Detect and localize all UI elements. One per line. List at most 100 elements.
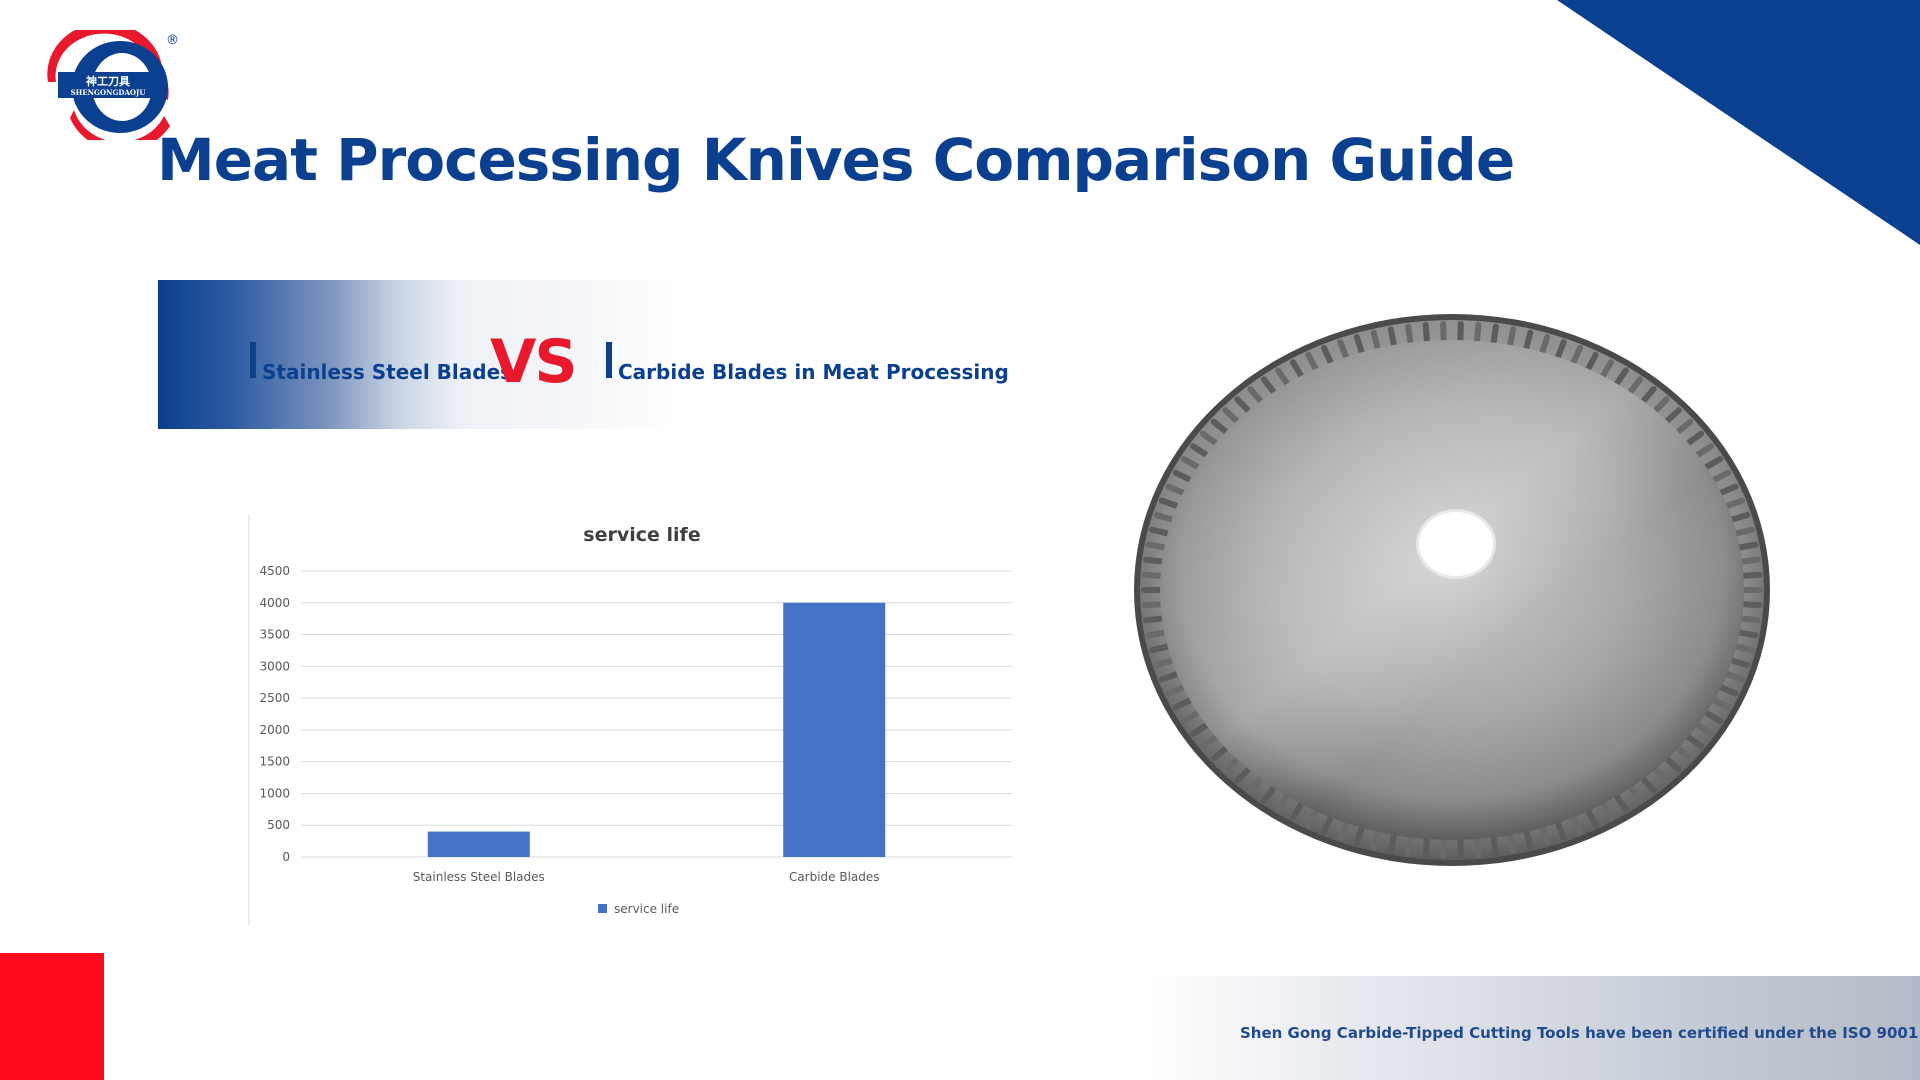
blade-tooth <box>1490 323 1499 346</box>
blade-tooth <box>1260 784 1277 804</box>
y-tick-label: 3500 <box>259 628 290 642</box>
blade-tooth <box>1422 836 1430 859</box>
blade-tooth <box>1189 443 1210 458</box>
y-tick-label: 500 <box>267 818 290 832</box>
blade-tooth <box>1652 396 1670 414</box>
blade-tooth <box>1740 571 1763 579</box>
blade-tooth <box>1210 418 1229 435</box>
blade-tooth <box>1711 469 1732 483</box>
blade-tooth <box>1613 367 1629 387</box>
blade-tooth <box>1305 808 1319 829</box>
blade-tooth <box>1570 814 1583 835</box>
blade-tooth <box>1189 722 1210 737</box>
blade-tooth <box>1149 526 1171 537</box>
blade-tooth <box>1733 526 1755 537</box>
comparison-banner: Stainless Steel Blades VS Carbide Blades… <box>158 280 1009 429</box>
blade-tooth <box>1736 541 1759 551</box>
carbide-label: Carbide Blades in Meat Processing <box>618 360 1009 384</box>
blade-tooth <box>1733 643 1755 654</box>
blade-tooth <box>1570 345 1583 366</box>
blade-tooth <box>1613 793 1629 813</box>
blade-tooth <box>1675 418 1694 435</box>
right-marker-bar <box>606 342 612 378</box>
blade-tooth <box>1703 456 1724 471</box>
blade-tooth <box>1370 329 1381 352</box>
blade-tooth <box>1717 684 1739 697</box>
blade-tooth <box>1539 333 1551 356</box>
blade-tooth <box>1405 834 1414 857</box>
blade-tooth <box>1405 323 1414 346</box>
x-tick-label: Stainless Steel Blades <box>413 870 545 884</box>
blade-tooth <box>1703 709 1724 724</box>
blade-tooth <box>1724 671 1746 683</box>
blade-tooth <box>1554 339 1567 361</box>
legend-swatch <box>598 904 607 913</box>
blade-tooth <box>1724 497 1746 509</box>
blade-tooth <box>1711 697 1732 711</box>
blade-tooth <box>1387 832 1397 854</box>
blade-tooth <box>1172 469 1193 483</box>
company-logo: 神工刀具 SHENGONGDAOJU ® <box>34 22 179 152</box>
y-tick-label: 3000 <box>259 659 290 673</box>
blade-tooth <box>1165 684 1187 697</box>
red-accent-square <box>0 953 104 1080</box>
y-tick-label: 0 <box>282 850 290 864</box>
footer-banner: Shen Gong Carbide-Tipped Cutting Tools h… <box>1148 976 1920 1080</box>
blade-tooth <box>1627 376 1644 396</box>
blade-tooth <box>1694 443 1715 458</box>
blade-tooth <box>1675 745 1694 762</box>
blade-tooth <box>1234 766 1252 784</box>
blade-tooth <box>1234 396 1252 414</box>
blade-tooth <box>1247 385 1264 405</box>
blade-tooth <box>1422 321 1430 344</box>
blade-tooth <box>1180 709 1201 724</box>
footer-certification-text: Shen Gong Carbide-Tipped Cutting Tools h… <box>1240 1024 1919 1042</box>
blade-tooth <box>1141 587 1163 593</box>
blade-tooth <box>1337 339 1350 361</box>
blade-tooth <box>1599 359 1615 379</box>
blade-tooth <box>1652 766 1670 784</box>
blade-tooth <box>1457 836 1464 859</box>
blade-tooth <box>1539 824 1551 847</box>
blade-tooth <box>1685 430 1705 447</box>
blade-tooth <box>1337 819 1350 841</box>
blade-tooth <box>1729 657 1751 668</box>
blade-tooth <box>1260 376 1277 396</box>
blade-tooth <box>1145 629 1168 639</box>
blade-tooth <box>1353 824 1365 847</box>
blade-tooth <box>1180 456 1201 471</box>
blade-tooth <box>1145 541 1168 551</box>
y-tick-label: 2500 <box>259 691 290 705</box>
blade-tooth <box>1321 345 1334 366</box>
blade-tooth <box>1507 326 1517 348</box>
page-title: Meat Processing Knives Comparison Guide <box>157 126 1515 194</box>
y-tick-label: 4000 <box>259 596 290 610</box>
blade-tooth <box>1321 814 1334 835</box>
blade-tooth <box>1741 587 1763 593</box>
blade-tooth <box>1199 430 1219 447</box>
blade-tooth <box>1143 556 1165 565</box>
blade-tooth <box>1440 321 1447 344</box>
blade-tooth <box>1370 828 1381 851</box>
blade-tooth <box>1457 321 1464 344</box>
logo-latin-text: SHENGONGDAOJU <box>71 88 146 97</box>
blade-tooth <box>1172 697 1193 711</box>
blade-tooth <box>1740 601 1763 609</box>
blade-tooth <box>1507 832 1517 854</box>
blade-tooth <box>1440 836 1447 859</box>
blade-tooth <box>1736 629 1759 639</box>
blade-tooth <box>1739 556 1761 565</box>
blade-tooth <box>1387 326 1397 348</box>
corner-triangle <box>1557 0 1920 245</box>
blade-tooth <box>1165 483 1187 496</box>
blade-tooth <box>1143 615 1165 624</box>
blade-tooth <box>1554 819 1567 841</box>
blade-tooth <box>1247 775 1264 795</box>
registered-mark: ® <box>166 33 179 48</box>
blade-tooth <box>1141 571 1164 579</box>
vs-text: VS <box>490 327 578 397</box>
blade-tooth <box>1490 834 1499 857</box>
blade-tooth <box>1729 512 1751 523</box>
blade-tooth <box>1153 512 1175 523</box>
blade-tooth <box>1275 367 1291 387</box>
